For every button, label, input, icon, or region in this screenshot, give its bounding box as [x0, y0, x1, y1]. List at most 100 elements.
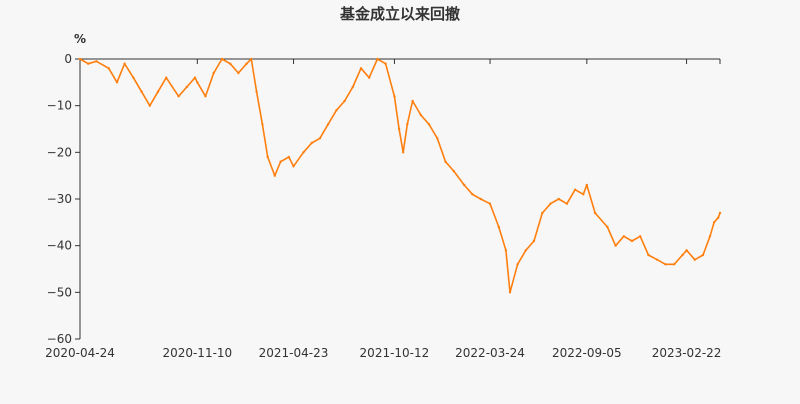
data-point [471, 193, 474, 196]
data-point [541, 211, 544, 215]
data-point [693, 258, 696, 261]
y-tick-label: −10 [47, 99, 72, 113]
x-tick-label: 2020-11-10 [162, 346, 232, 360]
data-point [479, 197, 482, 201]
data-point [107, 67, 110, 70]
data-point [123, 62, 126, 65]
y-tick-label: −60 [47, 332, 72, 346]
data-point [406, 123, 409, 126]
data-point [708, 235, 712, 238]
data-point [250, 57, 253, 61]
data-point [220, 57, 224, 61]
x-tick-label: 2022-09-05 [552, 346, 622, 360]
x-tick-label: 2023-02-22 [652, 346, 722, 360]
drawdown-series-line [79, 58, 721, 294]
data-point [318, 137, 322, 140]
data-point [557, 197, 560, 201]
data-point [292, 165, 295, 168]
data-point [397, 127, 401, 131]
data-point [516, 263, 519, 266]
data-point [87, 62, 90, 65]
data-point [444, 160, 447, 163]
data-point [140, 90, 143, 93]
data-point [132, 76, 135, 79]
data-point [639, 235, 642, 238]
data-point [273, 174, 276, 177]
data-point [524, 249, 527, 252]
x-tick-label: 2021-10-12 [360, 346, 430, 360]
data-point [229, 62, 232, 65]
data-point [237, 71, 240, 75]
data-point [647, 253, 650, 257]
data-point [343, 99, 346, 103]
data-point [245, 62, 248, 65]
data-point [310, 141, 313, 145]
data-point [255, 90, 258, 93]
x-tick-label: 2021-04-23 [259, 346, 329, 360]
data-point [287, 155, 290, 159]
data-point [419, 113, 422, 117]
x-tick-label: 2022-03-24 [455, 346, 525, 360]
data-point [712, 221, 716, 224]
data-point [156, 90, 160, 93]
data-point [212, 71, 215, 75]
data-point [463, 183, 466, 187]
data-point [573, 188, 577, 191]
data-point [656, 258, 659, 261]
data-point [673, 263, 676, 266]
data-point [193, 76, 197, 79]
y-tick-label: −50 [47, 285, 72, 299]
data-point [393, 95, 396, 98]
data-point [685, 249, 688, 252]
y-axis-unit-label: % [74, 32, 86, 46]
data-point [452, 169, 455, 173]
data-point [95, 60, 98, 63]
data-point [630, 239, 634, 243]
data-point [351, 85, 354, 89]
data-point [368, 76, 371, 79]
data-point [165, 76, 168, 79]
data-point [177, 95, 180, 98]
data-point [436, 137, 439, 140]
data-point [532, 239, 536, 243]
y-tick-label: −30 [47, 192, 72, 206]
data-point [326, 123, 330, 126]
data-point [115, 81, 119, 84]
series-layer [78, 57, 722, 294]
data-point [497, 225, 500, 229]
data-point [261, 123, 264, 126]
data-point [402, 151, 405, 154]
data-point [565, 202, 569, 205]
data-point [488, 202, 492, 205]
data-point [279, 160, 282, 163]
data-point [148, 104, 151, 107]
data-point [614, 244, 617, 247]
data-point [335, 109, 338, 112]
data-point [718, 211, 722, 215]
data-point [582, 193, 585, 196]
data-point [549, 202, 552, 205]
y-tick-label: −40 [47, 239, 72, 253]
data-point [196, 81, 199, 84]
y-tick-label: −20 [47, 145, 72, 159]
data-point [622, 235, 625, 238]
chart-title: 基金成立以来回撤 [339, 5, 460, 23]
data-point [504, 249, 508, 252]
data-point [606, 225, 609, 229]
data-point [204, 95, 207, 98]
data-point [701, 253, 705, 257]
data-point [664, 263, 667, 266]
data-point [376, 57, 379, 61]
data-point [508, 291, 512, 294]
data-point [717, 216, 720, 219]
data-point [427, 123, 431, 126]
data-point [359, 67, 363, 70]
data-point [266, 155, 269, 159]
data-point [681, 253, 684, 257]
data-point [78, 57, 82, 61]
data-point [411, 99, 414, 103]
data-point [585, 183, 588, 187]
